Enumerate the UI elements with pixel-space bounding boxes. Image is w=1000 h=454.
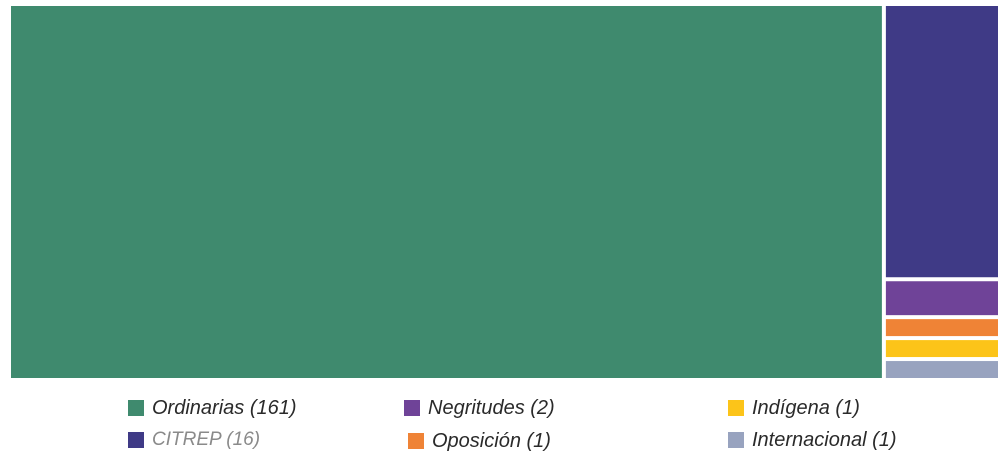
legend-swatch-citrep: [128, 432, 144, 448]
legend-item-oposicion: Oposición (1): [408, 429, 551, 453]
legend-swatch-oposicion: [408, 433, 424, 449]
legend-label-negritudes: Negritudes (2): [428, 396, 555, 419]
legend-label-ordinarias: Ordinarias (161): [152, 396, 297, 419]
legend-swatch-ordinarias: [128, 400, 144, 416]
legend-label-citrep: CITREP (16): [152, 429, 261, 450]
legend-label-internacional: Internacional (1): [752, 428, 897, 451]
treemap-chart: [11, 6, 998, 378]
legend-swatch-indigena: [728, 400, 744, 416]
legend-swatch-negritudes: [404, 400, 420, 416]
legend-item-internacional: Internacional (1): [728, 428, 897, 452]
tile-citrep: [885, 6, 998, 278]
legend-item-ordinarias: Ordinarias (161): [128, 396, 297, 420]
legend-item-indigena: Indígena (1): [728, 396, 860, 420]
legend-item-negritudes: Negritudes (2): [404, 396, 555, 420]
legend-label-indigena: Indígena (1): [752, 396, 860, 419]
tile-oposicion: [885, 319, 998, 337]
tile-internacional: [885, 361, 998, 378]
legend-item-citrep: CITREP (16): [128, 428, 260, 452]
tile-indigena: [885, 340, 998, 358]
tile-ordinarias: [11, 6, 882, 378]
legend-label-oposicion: Oposición (1): [432, 429, 551, 452]
legend-swatch-internacional: [728, 432, 744, 448]
tile-negritudes: [885, 281, 998, 316]
